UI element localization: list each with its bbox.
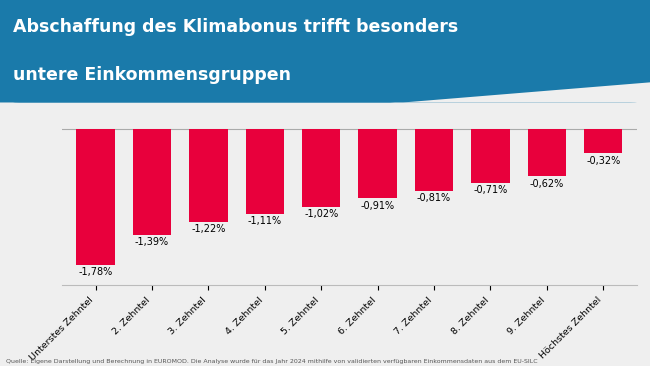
Bar [471,129,510,183]
Text: blog: blog [575,64,612,79]
Bar [246,129,284,214]
Text: -0,91%: -0,91% [361,201,395,211]
Text: -0,62%: -0,62% [530,179,564,188]
Text: -0,32%: -0,32% [586,156,620,166]
Bar [189,129,227,222]
Bar [133,129,171,235]
Text: Abschaffung des Klimabonus trifft besonders: Abschaffung des Klimabonus trifft besond… [13,18,458,36]
Bar [584,129,622,153]
Text: -1,22%: -1,22% [191,224,226,234]
Bar [528,129,566,176]
Text: -1,39%: -1,39% [135,238,169,247]
Text: -0,71%: -0,71% [473,186,508,195]
Text: -0,81%: -0,81% [417,193,451,203]
Bar [302,129,341,207]
Bar [415,129,453,191]
Text: Quelle: Eigene Darstellung und Berechnung in EUROMOD. Die Analyse wurde für das : Quelle: Eigene Darstellung und Berechnun… [6,359,538,364]
Text: -1,11%: -1,11% [248,216,282,226]
Text: untere Einkommensgruppen: untere Einkommensgruppen [13,66,291,84]
Text: -1,78%: -1,78% [79,267,112,277]
Bar [358,129,396,198]
Text: A&W: A&W [572,29,614,44]
Text: -1,02%: -1,02% [304,209,338,219]
Bar [77,129,115,265]
